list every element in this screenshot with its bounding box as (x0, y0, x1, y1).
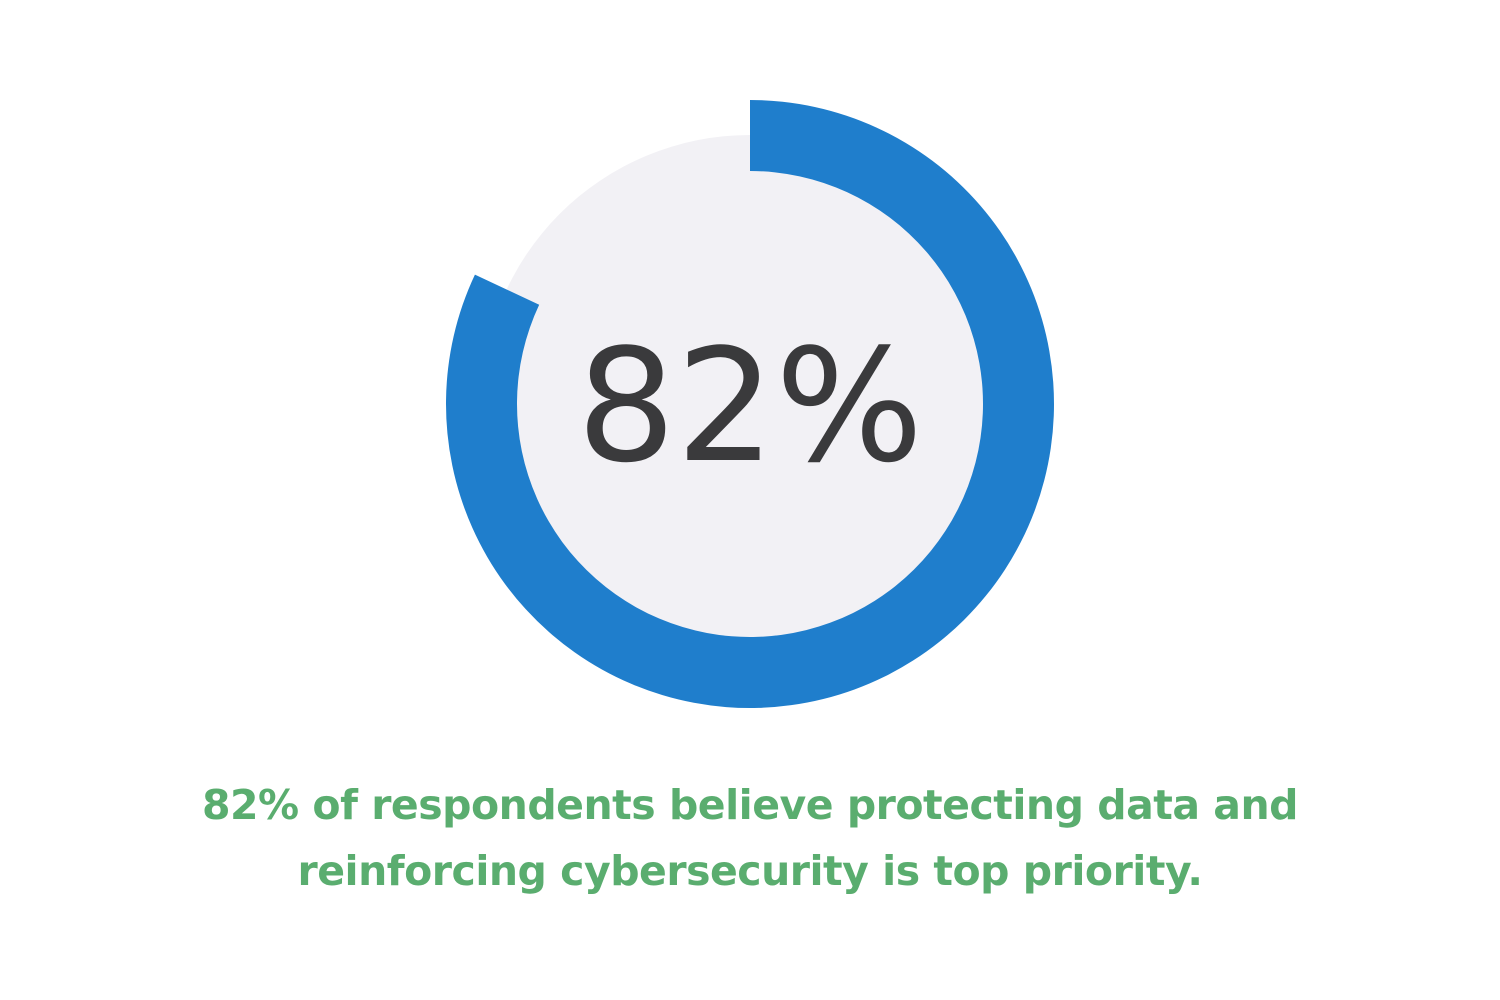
chart-inner-disc (481, 135, 1019, 673)
caption-line-1: 82% of respondents believe protecting da… (202, 781, 1299, 829)
chart-caption: 82% of respondents believe protecting da… (100, 772, 1400, 904)
chart-value-label: 82% (577, 315, 924, 497)
caption-line-2: reinforcing cybersecurity is top priorit… (297, 847, 1203, 895)
